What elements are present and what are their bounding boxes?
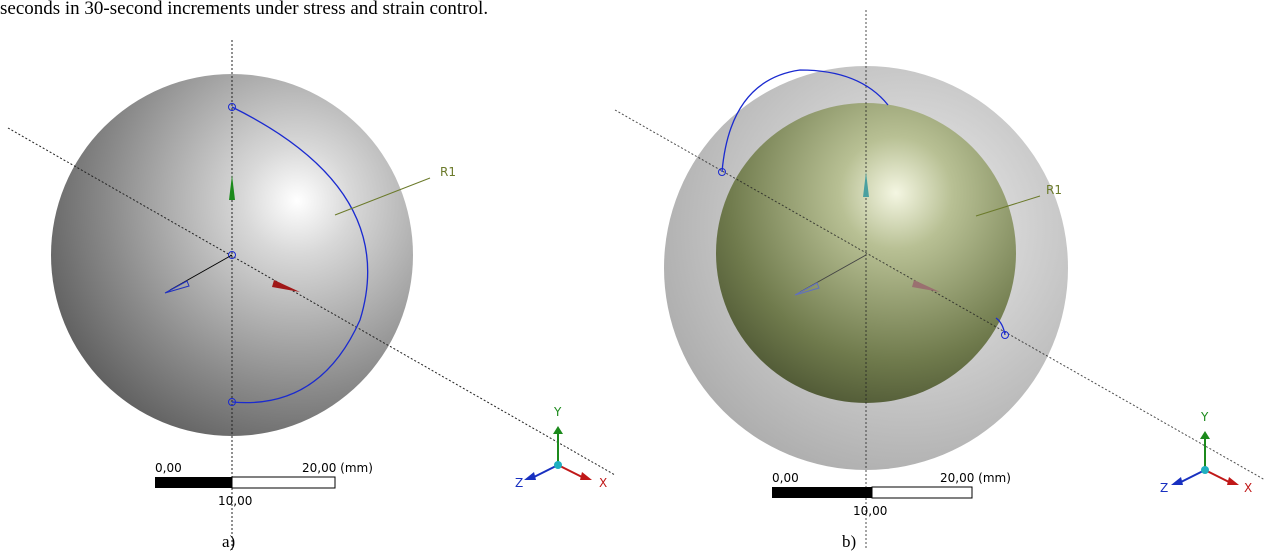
x-arrow <box>912 280 940 292</box>
arc <box>721 69 889 173</box>
axis-z: Z <box>515 476 523 490</box>
annotation: R1 <box>440 165 456 179</box>
triad <box>1171 431 1239 485</box>
axis-y: Y <box>553 405 562 419</box>
scale-black <box>155 477 232 488</box>
arc <box>231 106 369 404</box>
annotation: R1 <box>1046 183 1062 197</box>
axis-x: X <box>1244 481 1252 495</box>
scale-black <box>772 487 872 498</box>
z-arrow <box>794 282 820 296</box>
axis-y: Y <box>1200 410 1209 424</box>
axis-line <box>7 127 616 476</box>
scale-white <box>871 486 973 499</box>
panel-b: R1 0,00 20,00 (mm) 10,00 Y Z X b) <box>614 10 1266 551</box>
points <box>228 103 236 406</box>
scale-start: 0,00 <box>155 461 182 475</box>
scale-end: 20,00 (mm) <box>302 461 373 475</box>
caption-line: seconds in 30-second increments under st… <box>0 0 488 19</box>
scale-start: 0,00 <box>772 471 799 485</box>
leader <box>975 195 1041 217</box>
triad <box>524 426 592 480</box>
x-arrow <box>272 280 300 292</box>
y-arrow <box>229 175 235 200</box>
points <box>718 168 1009 339</box>
panel-label: a) <box>222 532 235 551</box>
scale-end: 20,00 (mm) <box>940 471 1011 485</box>
axis-line <box>614 109 1266 481</box>
panel-label: b) <box>842 532 856 551</box>
scale-mid: 10,00 <box>218 494 252 508</box>
scale-mid: 10,00 <box>853 504 887 518</box>
scale-white <box>231 476 336 489</box>
panel-a: R1 0,00 20,00 (mm) 10,00 Y Z X a) <box>7 40 616 551</box>
arc <box>995 317 1006 336</box>
axis-x: X <box>599 476 607 490</box>
leader <box>334 177 431 216</box>
z-arrow <box>164 280 190 294</box>
y-arrow <box>863 172 869 197</box>
axis-z: Z <box>1160 481 1168 495</box>
